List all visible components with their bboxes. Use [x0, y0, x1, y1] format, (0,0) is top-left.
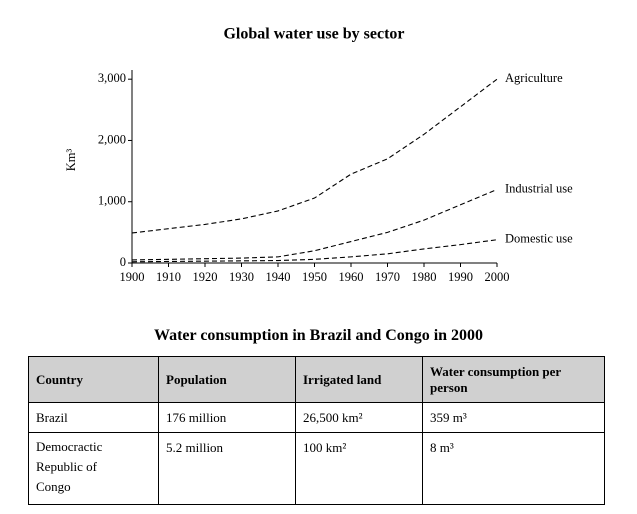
line [131, 239, 498, 263]
cell: 26,500 km² [295, 402, 423, 433]
cell: 8 m³ [422, 432, 605, 505]
cell: Brazil [28, 402, 159, 433]
y-tick-label: 2,000 [98, 132, 126, 146]
x-tick-label: 1990 [448, 270, 473, 284]
cell: 100 km² [295, 432, 423, 505]
x-tick-label: 1970 [375, 270, 400, 284]
y-tick-label: 3,000 [98, 71, 126, 85]
x-tick-label: 1940 [266, 270, 291, 284]
x-tick-label: 1960 [339, 270, 364, 284]
table-title: Water consumption in Brazil and Congo in… [153, 327, 484, 344]
x-tick-label: 2000 [485, 270, 510, 284]
y-tick-label: 0 [120, 255, 126, 269]
chart: Global water use by sector Km³ 0 1,000 2,0… [64, 26, 573, 284]
header-cell: Irrigated land [295, 356, 423, 403]
x-tick-label: 1980 [412, 270, 437, 284]
row: Brazil 176 million 26,500 km² 359 m³ [28, 402, 605, 433]
x-tick-label: 1950 [302, 270, 327, 284]
header-cell: Population [158, 356, 296, 403]
line [131, 78, 498, 234]
x-tick-label: 1900 [120, 270, 145, 284]
line [131, 188, 498, 261]
cell: Democractic Republic of Congo [28, 432, 159, 505]
chart-title: Global water use by sector [223, 26, 404, 43]
cell: 176 million [158, 402, 296, 433]
cell: 359 m³ [422, 402, 605, 433]
y-tick-label: 1,000 [98, 194, 126, 208]
header-cell: Water consumption per person [422, 356, 605, 403]
line-label: Domestic use [505, 232, 573, 246]
x-tick-label: 1920 [193, 270, 218, 284]
x-tick-label: 1910 [156, 270, 181, 284]
row: Democractic Republic of Congo 5.2 millio… [28, 432, 605, 505]
line-label: Agriculture [505, 71, 563, 85]
header-row: Country Population Irrigated land Water … [28, 356, 605, 403]
cell: 5.2 million [158, 432, 296, 505]
y-axis-label: Km³ [64, 149, 78, 172]
line-label: Industrial use [505, 181, 573, 195]
table: Country Population Irrigated land Water … [28, 356, 605, 505]
x-tick-label: 1930 [229, 270, 254, 284]
header-cell: Country [28, 356, 159, 403]
